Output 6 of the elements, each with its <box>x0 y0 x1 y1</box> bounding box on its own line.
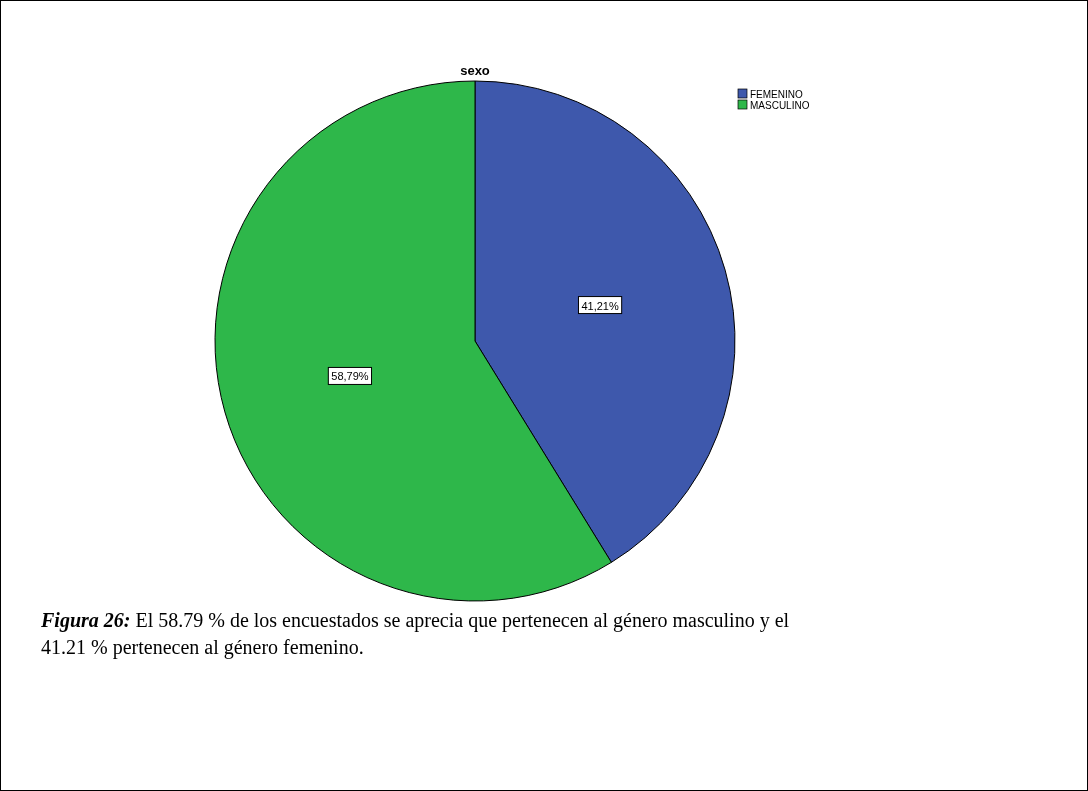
data-label: 41,21% <box>581 299 619 312</box>
data-label: 58,79% <box>331 370 369 383</box>
legend-label: FEMENINO <box>750 88 803 100</box>
text: Figura 26: El 58.79 % de los encuestados se aprecia que pertenecen al género masculino y el 41.21 % pertenecen al género femenino. <box>41 608 791 661</box>
chart-title: sexo <box>460 63 490 78</box>
legend-label: MASCULINO <box>750 99 810 111</box>
